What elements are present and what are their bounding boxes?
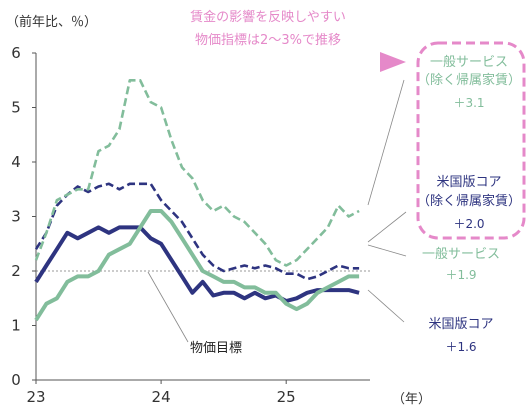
y-tick-label: 5	[11, 99, 21, 117]
label-us-core-ex-rent-1: 米国版コア	[436, 175, 501, 190]
x-tick-label: 25	[277, 388, 296, 406]
series-line-us-core-ex-rent	[34, 182, 360, 281]
y-tick-label: 2	[11, 262, 21, 280]
y-tick-label: 1	[11, 317, 21, 335]
axes	[35, 53, 370, 381]
label-general-services-ex-rent-2: （除く帰属家賃）	[417, 72, 521, 88]
series-line-general-services	[34, 209, 360, 322]
value-us-core-ex-rent: ＋2.0	[453, 217, 484, 231]
leader-general-services-ex-rent	[367, 79, 405, 206]
headline-line-1: 賃金の影響を反映しやすい	[190, 9, 346, 25]
leader-general-services	[367, 244, 407, 257]
highlight-box	[416, 41, 526, 240]
leader-us-core-ex-rent	[367, 211, 407, 243]
reference-leader	[147, 271, 189, 343]
label-us-core-ex-rent-2: （除く帰属家賃）	[417, 193, 521, 209]
y-tick-label: 6	[11, 44, 21, 62]
label-us-core: 米国版コア	[428, 317, 493, 332]
y-unit-label: （前年比、％）	[6, 14, 97, 30]
series-line-us-core	[34, 225, 360, 303]
label-general-services: 一般サービス	[422, 246, 500, 262]
series-line-general-services-ex-rent	[34, 79, 360, 267]
y-tick-label: 0	[11, 371, 21, 389]
leader-us-core	[367, 289, 405, 323]
series-lines	[34, 79, 360, 322]
label-general-services-ex-rent-1: 一般サービス	[430, 54, 508, 70]
reference-label: 物価目標	[190, 341, 242, 356]
y-tick-labels: 0 1 2 3 4 5 6	[11, 44, 36, 389]
value-general-services-ex-rent: ＋3.1	[453, 96, 484, 110]
highlight-arrow	[380, 52, 406, 72]
value-us-core: ＋1.6	[445, 340, 476, 354]
y-tick-label: 4	[11, 153, 21, 171]
y-tick-label: 3	[11, 208, 21, 226]
value-general-services: ＋1.9	[445, 268, 476, 282]
x-unit-label: （年）	[392, 392, 431, 407]
x-tick-label: 23	[26, 388, 45, 406]
x-tick-labels: 23 24 25	[26, 380, 296, 406]
x-tick-label: 24	[152, 388, 171, 406]
headline-line-2: 物価指標は2〜3%で推移	[195, 33, 341, 48]
